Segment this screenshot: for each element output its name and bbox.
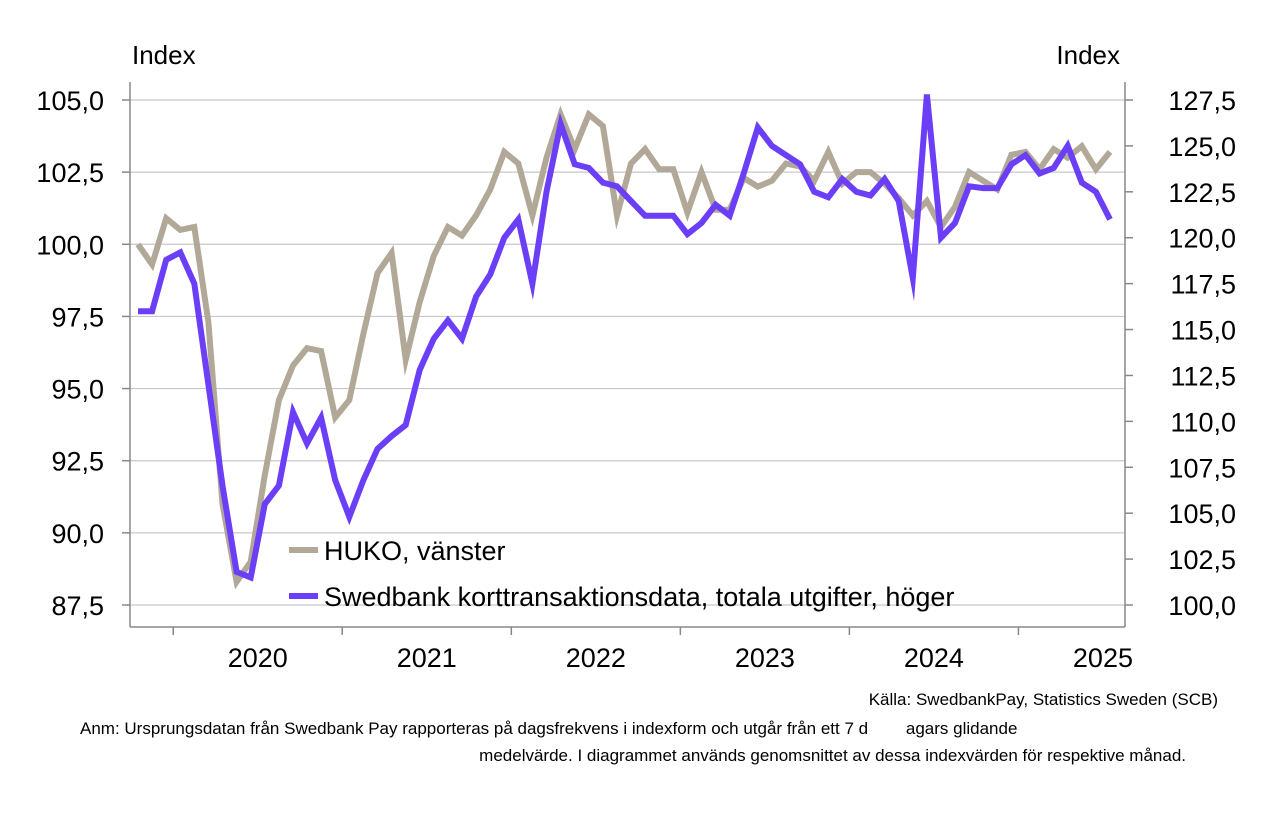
x-tick-label: 2022: [566, 643, 626, 673]
right-tick-label: 125,0: [1168, 132, 1236, 162]
footnote-line-2: medelvärde. I diagrammet används genomsn…: [479, 746, 1186, 765]
series-line-swedbank: [138, 94, 1113, 582]
left-tick-label: 100,0: [36, 230, 104, 260]
left-tick-label: 87,5: [51, 591, 104, 621]
left-tick-label: 97,5: [51, 302, 104, 332]
footnote-line-1: Anm: Ursprungsdatan från Swedbank Pay ra…: [80, 719, 1018, 738]
source-note: Källa: SwedbankPay, Statistics Sweden (S…: [868, 690, 1218, 709]
right-tick-label: 112,5: [1170, 361, 1236, 391]
right-tick-label: 100,0: [1168, 591, 1236, 621]
left-tick-label: 105,0: [36, 86, 104, 116]
x-tick-label: 2025: [1073, 643, 1133, 673]
right-tick-label: 105,0: [1168, 499, 1236, 529]
x-tick-label: 2021: [397, 643, 457, 673]
line-chart: 87,5 90,0 92,5 95,0 97,5 100,0 102,5 105,0 100,0…: [36, 40, 1236, 673]
right-tick-label: 120,0: [1168, 224, 1236, 254]
legend-label: HUKO, vänster: [324, 536, 506, 566]
right-axis-title: Index: [1056, 40, 1120, 70]
x-tick-label: 2024: [904, 643, 964, 673]
left-tick-label: 95,0: [51, 375, 104, 405]
gridlines: [130, 99, 1125, 606]
series-line-huko: [135, 105, 1113, 590]
x-tick-label: 2023: [735, 643, 795, 673]
right-tick-label: 102,5: [1168, 545, 1236, 575]
legend: HUKO, vänster Swedbank korttransaktionsda…: [289, 536, 954, 612]
left-tick-label: 90,0: [51, 519, 104, 549]
legend-label: Swedbank korttransaktionsdata, totala ut…: [324, 582, 954, 612]
right-tick-label: 117,5: [1170, 270, 1236, 300]
axes: 87,5 90,0 92,5 95,0 97,5 100,0 102,5 105,0 100,0…: [36, 82, 1236, 673]
right-tick-label: 127,5: [1168, 86, 1236, 116]
left-axis-title: Index: [132, 40, 196, 70]
left-tick-label: 92,5: [51, 447, 104, 477]
x-tick-label: 2020: [228, 643, 288, 673]
left-tick-label: 102,5: [36, 158, 104, 188]
right-tick-label: 115,0: [1170, 316, 1236, 346]
right-tick-label: 122,5: [1168, 178, 1236, 208]
series-layer: [135, 94, 1113, 590]
right-tick-label: 107,5: [1168, 453, 1236, 483]
right-tick-label: 110,0: [1170, 407, 1236, 437]
